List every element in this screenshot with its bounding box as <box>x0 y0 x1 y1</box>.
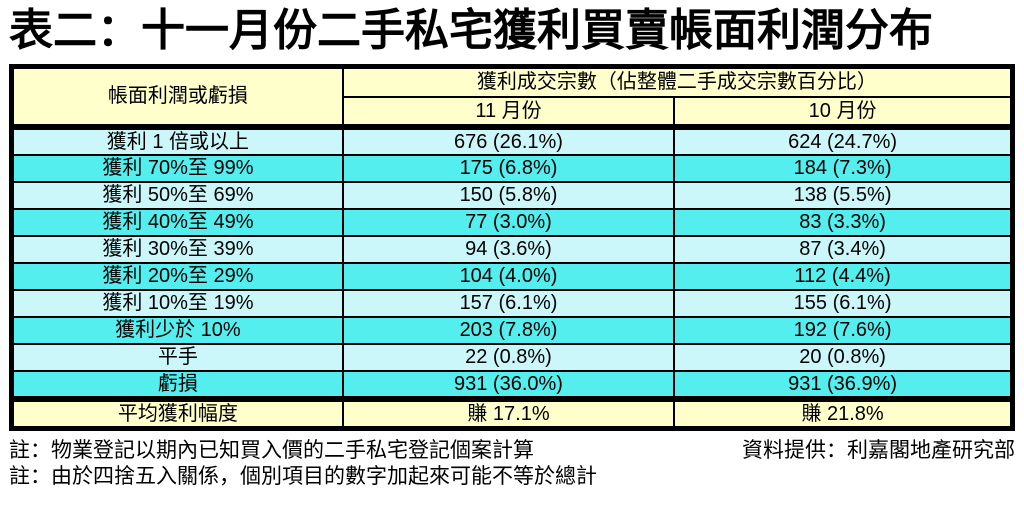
row-category: 獲利少於 10% <box>10 315 344 345</box>
row-category: 獲利 1 倍或以上 <box>10 123 344 156</box>
row-october-value: 184 (7.3%) <box>673 153 1014 183</box>
row-category: 獲利 30%至 39% <box>10 234 344 264</box>
table-row: 獲利少於 10% 203 (7.8%) 192 (7.6%) <box>10 315 1014 345</box>
table-row: 獲利 1 倍或以上 676 (26.1%) 624 (24.7%) <box>10 123 1014 156</box>
row-category: 獲利 70%至 99% <box>10 153 344 183</box>
row-october-value: 83 (3.3%) <box>673 207 1014 237</box>
header-row-group: 帳面利潤或虧損 獲利成交宗數（佔整體二手成交宗數百分比） <box>10 65 1014 128</box>
table-footer: 平均獲利幅度 賺 17.1% 賺 21.8% <box>10 395 1014 429</box>
summary-row: 平均獲利幅度 賺 17.1% 賺 21.8% <box>10 395 1014 429</box>
table-header: 帳面利潤或虧損 獲利成交宗數（佔整體二手成交宗數百分比） 11 月份 10 月份 <box>10 65 1014 128</box>
row-october-value: 624 (24.7%) <box>673 123 1014 156</box>
row-october-value: 87 (3.4%) <box>673 234 1014 264</box>
table-body: 獲利 1 倍或以上 676 (26.1%) 624 (24.7%) 獲利 70%… <box>10 123 1014 400</box>
row-october-value: 138 (5.5%) <box>673 180 1014 210</box>
page-title: 表二：十一月份二手私宅獲利買賣帳面利潤分布 <box>9 6 933 55</box>
row-category: 獲利 40%至 49% <box>10 207 344 237</box>
row-category: 獲利 20%至 29% <box>10 261 344 291</box>
table-row: 獲利 50%至 69% 150 (5.8%) 138 (5.5%) <box>10 180 1014 210</box>
row-category: 獲利 10%至 19% <box>10 288 344 318</box>
data-source: 資料提供：利嘉閣地產研究部 <box>742 438 1015 462</box>
summary-october-value: 賺 21.8% <box>673 395 1014 429</box>
row-category: 獲利 50%至 69% <box>10 180 344 210</box>
row-november-value: 157 (6.1%) <box>341 288 676 318</box>
summary-november-value: 賺 17.1% <box>341 395 676 429</box>
header-row-months: 11 月份 10 月份 <box>12 95 1014 128</box>
column-header-october: 10 月份 <box>673 95 1014 128</box>
row-category: 虧損 <box>10 369 344 400</box>
page: 表二：十一月份二手私宅獲利買賣帳面利潤分布 帳面利潤或虧損 獲利成交宗數（佔整體… <box>9 6 1015 490</box>
table-row: 獲利 20%至 29% 104 (4.0%) 112 (4.4%) <box>10 261 1014 291</box>
profit-distribution-table: 帳面利潤或虧損 獲利成交宗數（佔整體二手成交宗數百分比） 11 月份 10 月份… <box>9 64 1015 431</box>
column-header-category: 帳面利潤或虧損 <box>10 65 344 128</box>
row-november-value: 931 (36.0%) <box>341 369 676 400</box>
table-row: 獲利 30%至 39% 94 (3.6%) 87 (3.4%) <box>10 234 1014 264</box>
row-october-value: 931 (36.9%) <box>673 369 1014 400</box>
note-methodology: 註：物業登記以期內已知買入價的二手私宅登記個案計算 <box>9 438 534 462</box>
table-row: 獲利 40%至 49% 77 (3.0%) 83 (3.3%) <box>10 207 1014 237</box>
column-header-group: 獲利成交宗數（佔整體二手成交宗數百分比） <box>341 65 1014 98</box>
row-november-value: 203 (7.8%) <box>341 315 676 345</box>
table-row: 虧損 931 (36.0%) 931 (36.9%) <box>10 369 1014 400</box>
notes-section: 註：物業登記以期內已知買入價的二手私宅登記個案計算 資料提供：利嘉閣地產研究部 … <box>9 438 1015 490</box>
table-row: 獲利 70%至 99% 175 (6.8%) 184 (7.3%) <box>10 153 1014 183</box>
row-november-value: 94 (3.6%) <box>341 234 676 264</box>
summary-label: 平均獲利幅度 <box>10 395 344 429</box>
table-row: 獲利 10%至 19% 157 (6.1%) 155 (6.1%) <box>10 288 1014 318</box>
note-line-1: 註：物業登記以期內已知買入價的二手私宅登記個案計算 資料提供：利嘉閣地產研究部 <box>9 438 1015 464</box>
row-november-value: 22 (0.8%) <box>341 342 676 372</box>
row-october-value: 112 (4.4%) <box>673 261 1014 291</box>
row-category: 平手 <box>10 342 344 372</box>
row-november-value: 676 (26.1%) <box>341 123 676 156</box>
row-november-value: 77 (3.0%) <box>341 207 676 237</box>
row-october-value: 155 (6.1%) <box>673 288 1014 318</box>
table-row: 平手 22 (0.8%) 20 (0.8%) <box>10 342 1014 372</box>
note-rounding: 註：由於四捨五入關係，個別項目的數字加起來可能不等於總計 <box>9 464 597 488</box>
row-october-value: 20 (0.8%) <box>673 342 1014 372</box>
column-header-november: 11 月份 <box>341 95 676 128</box>
row-november-value: 175 (6.8%) <box>341 153 676 183</box>
row-november-value: 150 (5.8%) <box>341 180 676 210</box>
row-october-value: 192 (7.6%) <box>673 315 1014 345</box>
row-november-value: 104 (4.0%) <box>341 261 676 291</box>
